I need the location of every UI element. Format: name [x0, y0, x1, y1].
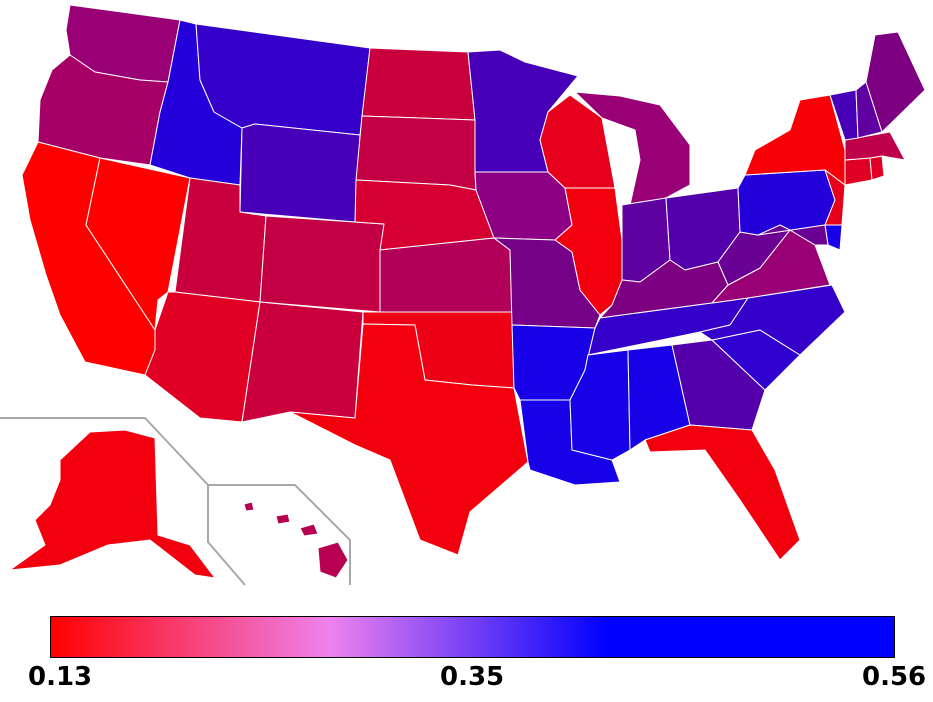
- hawaii-maui: [299, 523, 319, 537]
- state-south-dakota: [355, 115, 477, 191]
- state-connecticut: [844, 157, 873, 186]
- state-new-york: [744, 94, 846, 186]
- hawaii-big-island: [317, 541, 349, 579]
- color-scale-min-label: 0.13: [28, 662, 93, 692]
- state-hawaii: [243, 501, 349, 579]
- state-colorado: [259, 215, 385, 313]
- state-wyoming: [239, 123, 361, 223]
- state-massachusetts: [844, 131, 906, 161]
- state-illinois: [554, 187, 623, 316]
- color-scale-bar: [50, 616, 895, 658]
- state-arizona: [144, 291, 261, 423]
- color-scale-mid-label: 0.35: [440, 662, 505, 692]
- state-new-mexico: [241, 301, 364, 423]
- state-north-dakota: [361, 47, 476, 121]
- us-states-map: [0, 4, 926, 586]
- state-texas: [289, 323, 529, 556]
- state-kansas: [379, 237, 513, 313]
- state-florida: [644, 424, 801, 561]
- color-scale-max-label: 0.56: [862, 662, 927, 692]
- inset-divider-line: [208, 484, 351, 585]
- hawaii-kauai: [243, 501, 255, 512]
- state-georgia: [671, 339, 766, 431]
- state-alaska: [9, 429, 216, 579]
- state-delaware: [824, 224, 843, 251]
- state-maine: [865, 31, 926, 133]
- state-maryland: [757, 224, 829, 246]
- hawaii-oahu: [275, 513, 291, 525]
- state-rhode-island: [869, 155, 885, 181]
- state-north-carolina: [699, 284, 846, 356]
